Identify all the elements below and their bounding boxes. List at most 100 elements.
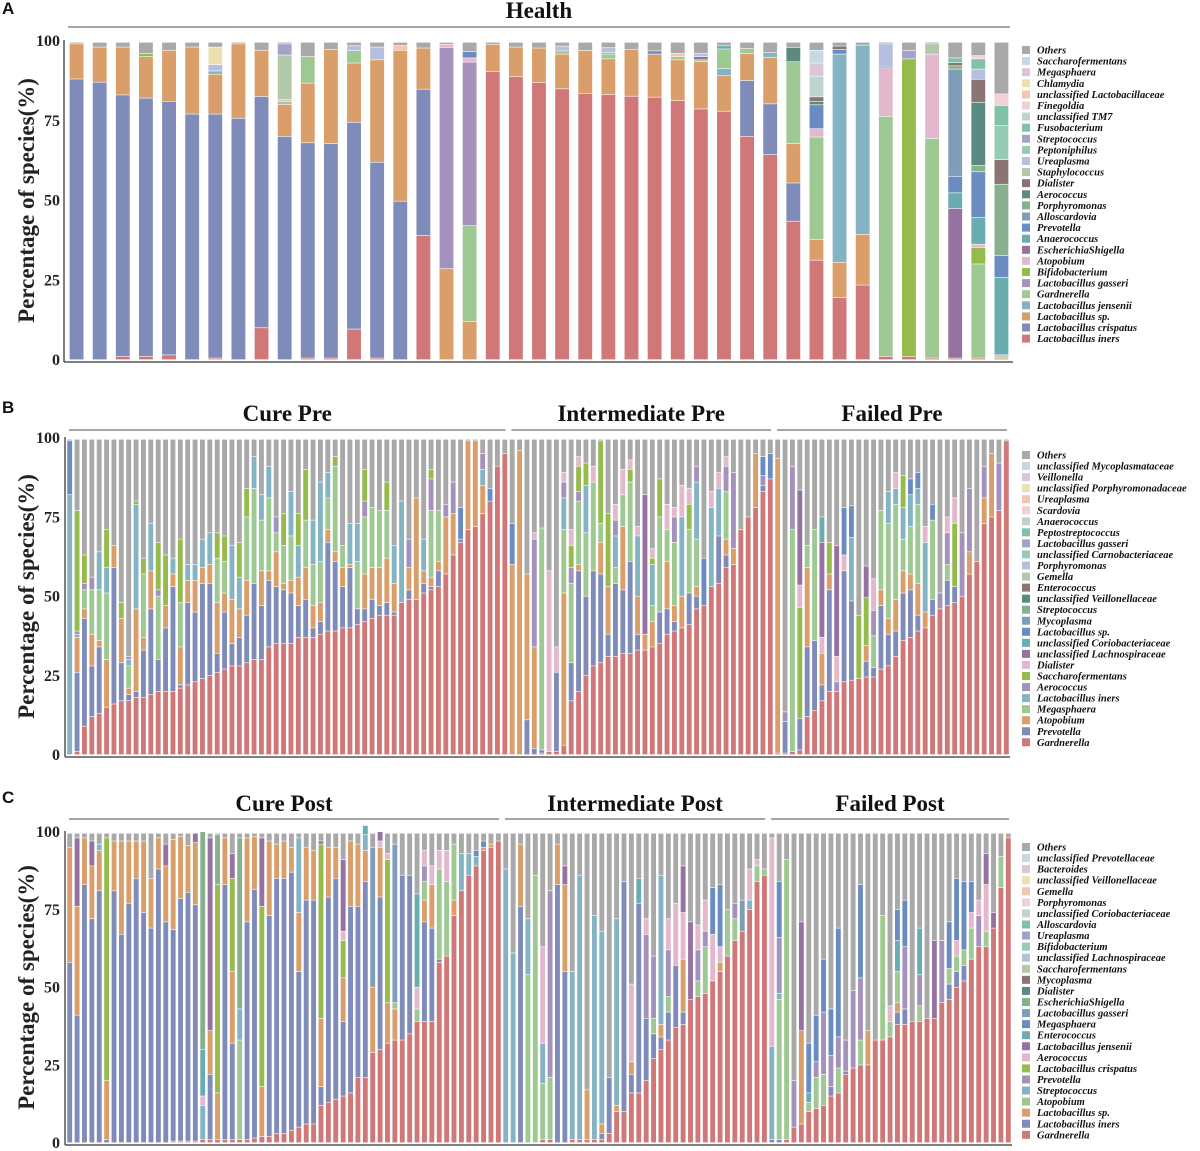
- bar-segment-gardnerella: [673, 1027, 679, 1143]
- bar-segment-atopobium: [946, 968, 952, 984]
- bar-segment-others: [111, 833, 117, 841]
- bar-segment-lactobacillus-iners: [162, 355, 176, 360]
- bar-sample: [362, 825, 368, 1143]
- legend-swatch: [1022, 964, 1030, 973]
- bar-segment-prevotella: [804, 647, 810, 717]
- bar-segment-others: [732, 833, 738, 903]
- bar-sample: [67, 439, 73, 755]
- bar-segment-prevotella: [406, 590, 412, 600]
- bar-segment-lactobacillus-crispatus: [254, 96, 269, 328]
- bar-segment-others: [855, 42, 870, 45]
- bar-segment-lactobacillus-iners: [809, 260, 824, 360]
- legend-item: Alloscardovia: [1022, 920, 1097, 931]
- bar-segment-lactobacillus-sp-: [355, 844, 361, 907]
- bar-segment-dialister: [554, 647, 559, 672]
- bar-segment-gardnerella: [237, 1139, 243, 1143]
- bar-segment-lactobacillus-iners: [849, 537, 854, 601]
- bar-segment-gardnerella: [701, 606, 707, 755]
- bar-segment-others: [673, 833, 679, 903]
- bar-segment-lactobacillus-crispatus: [323, 144, 338, 358]
- bar-segment-others: [502, 439, 508, 454]
- bar-segment-others: [747, 833, 753, 869]
- bar-sample: [620, 439, 626, 755]
- bar-segment-atopobium: [971, 244, 986, 248]
- bar-sample: [887, 833, 893, 1143]
- bar-segment-others: [885, 439, 891, 492]
- bar-segment-prevotella: [809, 105, 824, 129]
- bar-segment-atopobium: [310, 606, 316, 628]
- bar-segment-others: [576, 439, 581, 457]
- bar-segment-others: [148, 833, 154, 879]
- bar-segment-gardnerella: [872, 1040, 878, 1143]
- bar-segment-megasphaera: [809, 63, 824, 76]
- bar-sample: [385, 833, 390, 1143]
- bar-segment-atopobium: [605, 586, 611, 634]
- bar-segment-others: [192, 439, 198, 565]
- bar-segment-megasphaera: [790, 529, 795, 752]
- bar-sample: [649, 439, 655, 755]
- bar-segment-gardnerella: [680, 1024, 686, 1143]
- bar-segment-ureaplasma: [208, 64, 223, 71]
- bar-segment-lactobacillus-sp-: [340, 978, 346, 1022]
- bar-segment-others: [647, 42, 662, 51]
- bar-segment-dialister: [809, 97, 824, 102]
- bar-segment-others: [244, 439, 250, 489]
- bar-segment-lactobacillus-iners: [370, 358, 385, 360]
- bar-sample: [310, 439, 316, 755]
- bar-segment-gardnerella: [369, 618, 375, 755]
- bar-segment-saccharofermentans: [952, 523, 958, 587]
- bar-segment-others: [185, 42, 200, 47]
- bar-sample: [568, 439, 574, 755]
- bar-segment-dialister: [944, 517, 950, 533]
- legend-swatch: [1022, 101, 1030, 110]
- bar-segment-atopobium: [813, 1077, 819, 1109]
- bar-segment-gardnerella: [554, 751, 559, 755]
- legend-label: Others: [1037, 46, 1066, 57]
- legend-swatch: [1022, 245, 1030, 254]
- bar-segment-others: [763, 42, 778, 53]
- legend-swatch: [1022, 1064, 1030, 1073]
- bar-segment-lactobacillus-iners: [155, 869, 161, 1143]
- legend-item: EscherichiaShigella: [1022, 997, 1125, 1008]
- bar-sample: [273, 439, 279, 755]
- bar-segment-escherichiashigella: [237, 838, 243, 1009]
- bar-sample: [488, 833, 494, 1143]
- bar-segment-prevotella: [672, 621, 677, 631]
- legend-item: Lactobacillus jensenii: [1022, 1042, 1132, 1053]
- bar-sample: [974, 439, 980, 755]
- bar-segment-gardnerella: [303, 637, 309, 755]
- bar-segment-others: [959, 439, 965, 533]
- legend-item: Mycoplasma: [1022, 975, 1092, 986]
- bar-sample: [628, 833, 634, 1143]
- bar-segment-saccharofermentans: [74, 510, 80, 631]
- bar-sample: [893, 439, 899, 755]
- bar-sample: [318, 833, 324, 1143]
- legend-item: unclassified Coriobacteriaceae: [1022, 638, 1171, 649]
- bar-sample: [790, 439, 795, 755]
- bar-sample: [948, 42, 963, 360]
- bar-segment-others: [458, 833, 464, 854]
- bar-segment-atopobium: [413, 498, 419, 600]
- bar-segment-others: [487, 439, 493, 489]
- legend-swatch: [1022, 201, 1030, 210]
- bar-segment-bifidobacterium: [601, 52, 616, 54]
- bar-segment-prevotella: [791, 1080, 797, 1127]
- bar-segment-prevotella: [266, 580, 272, 647]
- group-title: Cure Post: [235, 791, 333, 816]
- legend-item: Peptostreptococcus: [1022, 528, 1120, 539]
- bar-segment-megasphaera: [89, 590, 95, 634]
- bar-sample: [642, 439, 648, 755]
- bar-segment-lactobacillus-jensenii: [318, 841, 324, 844]
- bar-segment-others: [525, 833, 531, 919]
- bar-segment-lactobacillus-iners: [67, 962, 73, 1143]
- bar-segment-atopobium: [422, 881, 427, 900]
- legend-item: unclassified Porphyromonadaceae: [1022, 484, 1187, 495]
- bar-segment-gardnerella: [300, 56, 315, 83]
- bar-sample: [994, 42, 1009, 360]
- bar-sample: [672, 439, 677, 755]
- bar-segment-anaerococcus: [994, 277, 1009, 355]
- bar-segment-aerococcus: [937, 593, 943, 609]
- bar-segment-lactobacillus-crispatus: [208, 114, 223, 358]
- bar-sample: [826, 439, 832, 755]
- group-title: Intermediate Post: [547, 791, 723, 816]
